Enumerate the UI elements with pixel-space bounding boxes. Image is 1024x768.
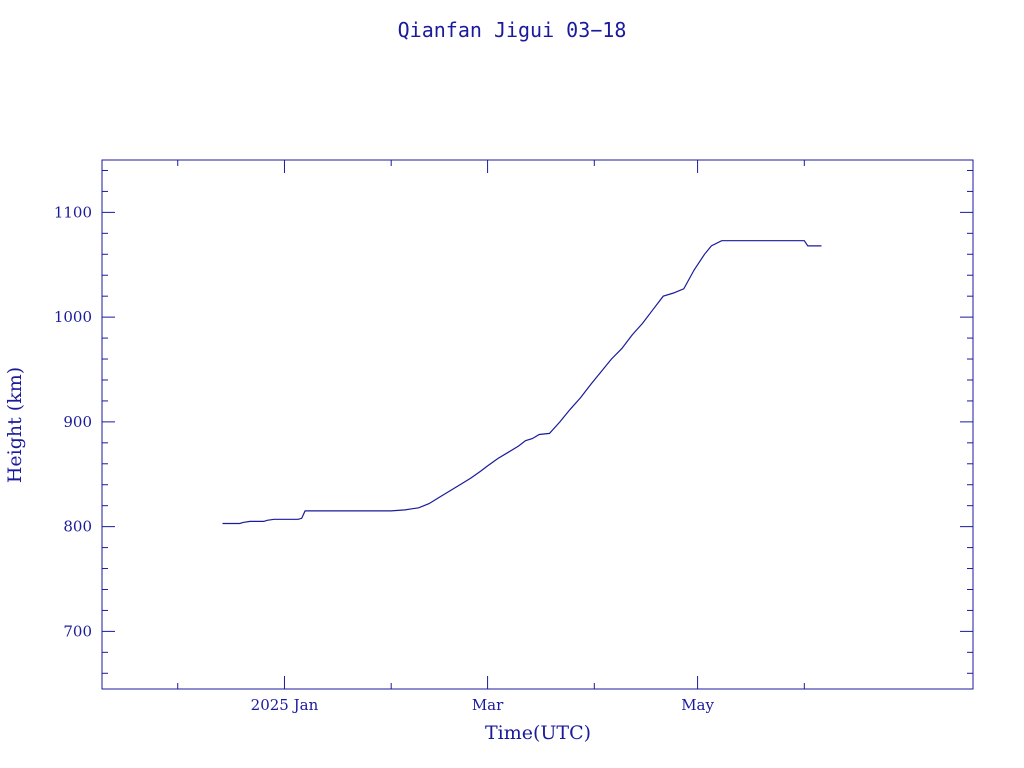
x-tick-label: 2025 Jan (251, 696, 319, 714)
plot-frame (101, 159, 974, 690)
y-tick-label: 900 (63, 413, 92, 431)
height-series-line (222, 240, 822, 525)
axis-ticks (102, 160, 973, 689)
y-tick-label: 1100 (54, 203, 92, 221)
y-tick-label: 700 (63, 622, 92, 640)
x-tick-label: Mar (472, 696, 504, 714)
x-axis-label: Time(UTC) (485, 722, 591, 744)
x-tick-label: May (681, 696, 714, 714)
tick-labels: 700 800 900 1000 1100 2025 Jan Mar May (54, 203, 715, 714)
y-tick-label: 800 (63, 518, 92, 536)
y-axis-label: Height (km) (4, 367, 26, 483)
chart-title: Qianfan Jigui 03−18 (398, 18, 627, 42)
y-tick-label: 1000 (54, 308, 92, 326)
